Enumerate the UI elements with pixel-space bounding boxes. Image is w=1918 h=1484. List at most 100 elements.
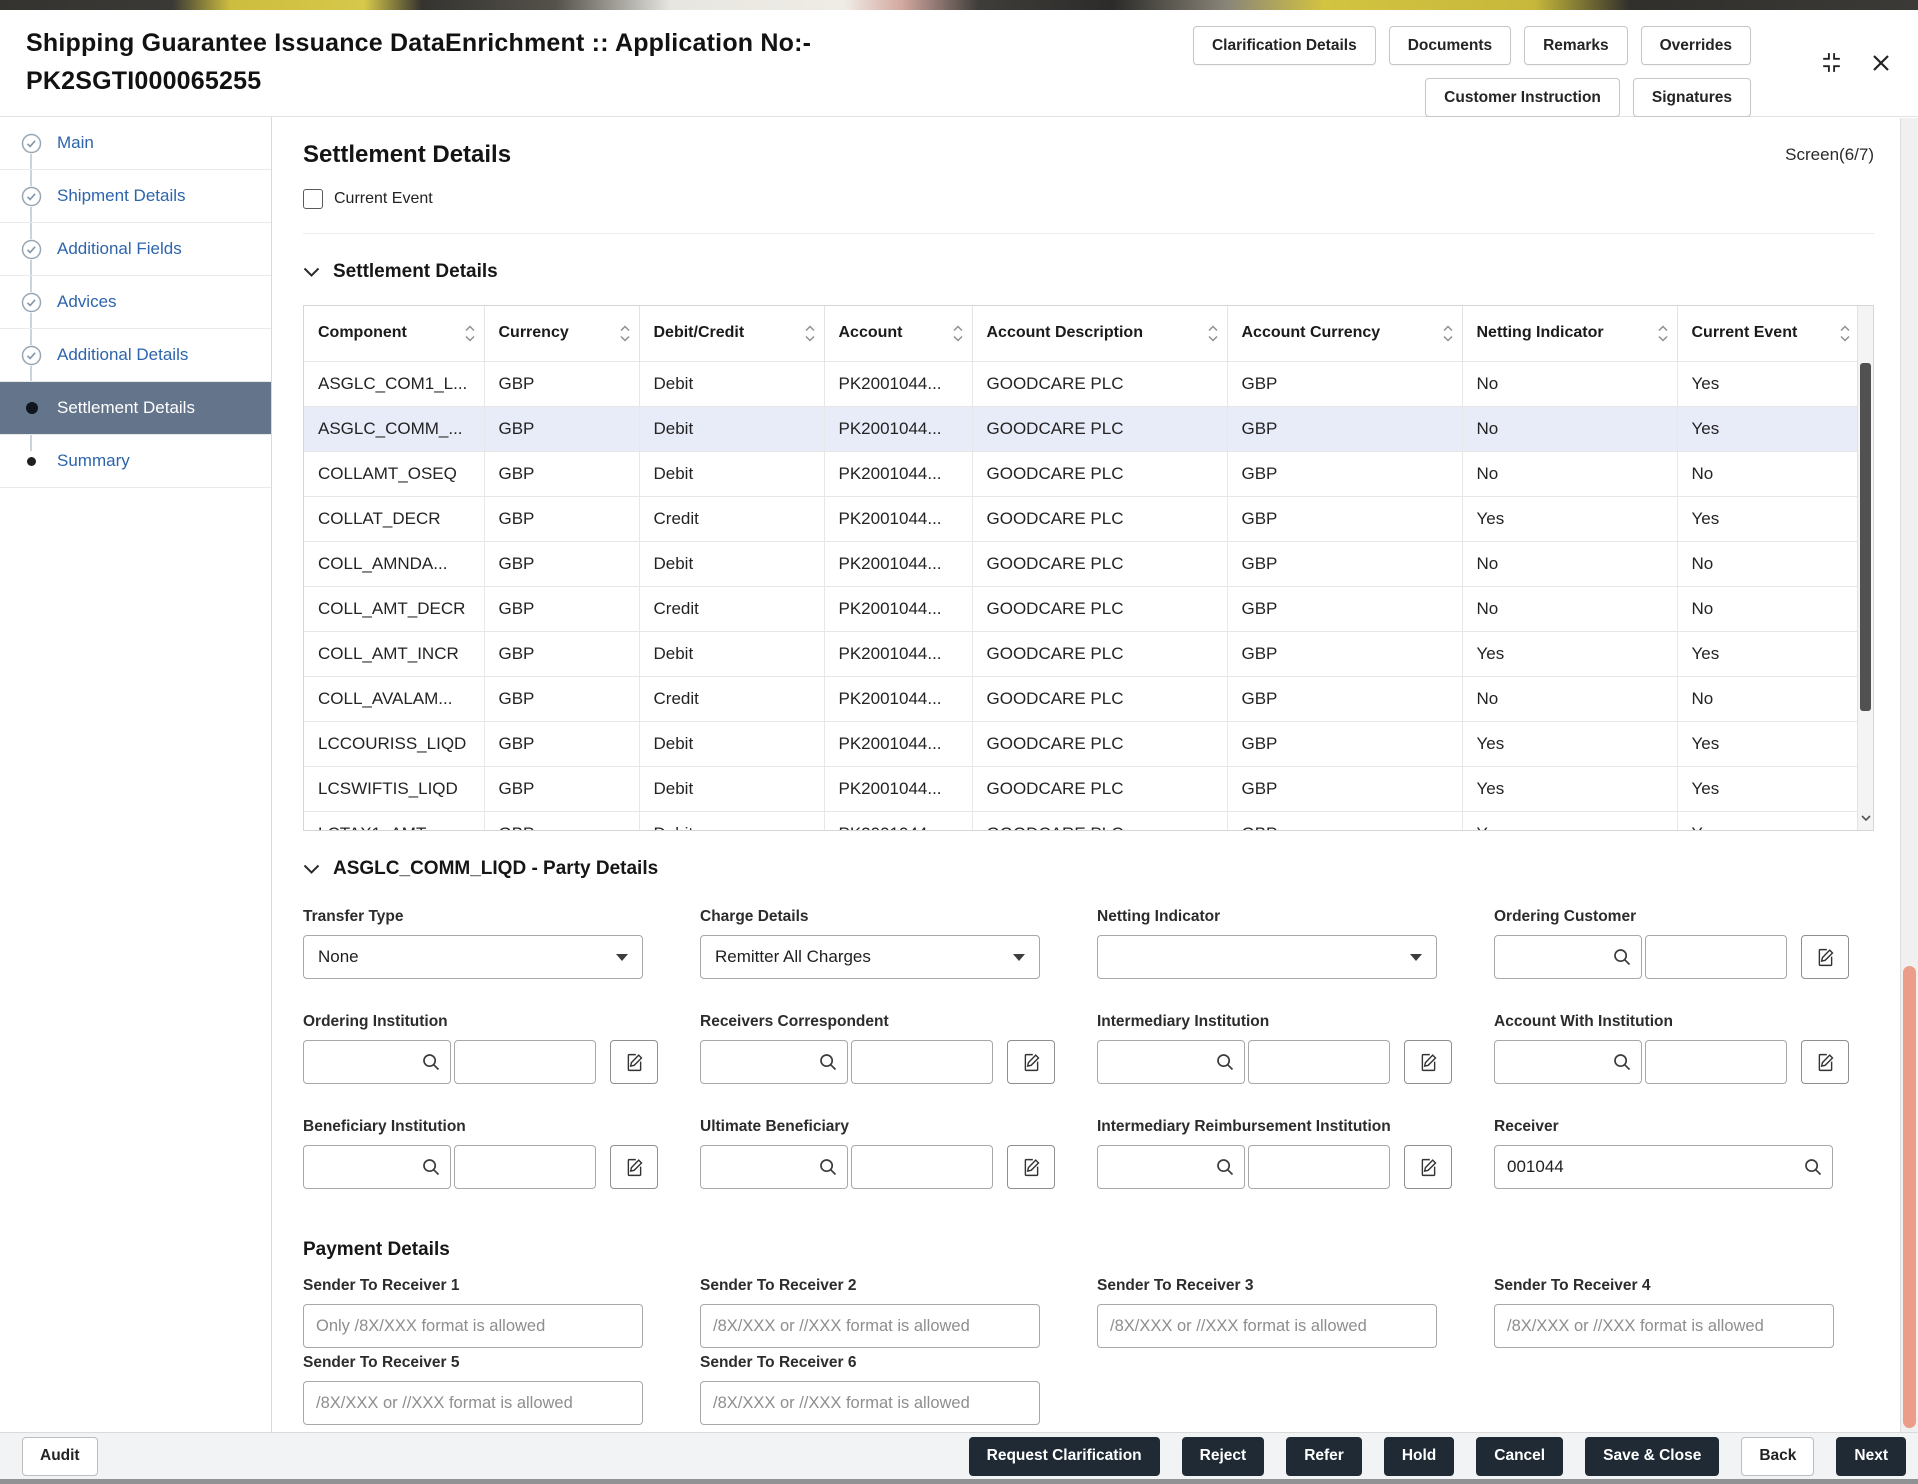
account-with-institution-code-input[interactable] bbox=[1494, 1040, 1642, 1084]
beneficiary-institution-details-button[interactable] bbox=[610, 1145, 658, 1189]
column-header-currency[interactable]: Currency bbox=[484, 306, 640, 361]
hold-button[interactable]: Hold bbox=[1383, 1436, 1455, 1476]
request-clarification-button[interactable]: Request Clarification bbox=[968, 1436, 1160, 1476]
sender-to-receiver-4-input[interactable] bbox=[1494, 1304, 1834, 1348]
table-row[interactable]: ASGLC_COM1_L... GBP Debit PK2001044... GOODC… bbox=[304, 360, 1859, 406]
refer-button[interactable]: Refer bbox=[1286, 1436, 1362, 1476]
collapse-window-icon[interactable] bbox=[1819, 50, 1844, 75]
sort-icon[interactable] bbox=[464, 324, 476, 343]
ultimate-beneficiary-details-button[interactable] bbox=[1007, 1145, 1055, 1189]
intermediary-reimbursement-name-input[interactable] bbox=[1248, 1145, 1390, 1189]
table-row[interactable]: LCTAX1_AMTGBPDebitPK2001044...GOODCARE P… bbox=[304, 810, 1859, 830]
intermediary-institution-details-button[interactable] bbox=[1404, 1040, 1452, 1084]
table-row[interactable]: COLL_AMNDA... GBP Debit PK2001044... GOODCAR… bbox=[304, 540, 1859, 586]
sidebar-item-advices[interactable]: Advices bbox=[0, 276, 271, 329]
sort-icon[interactable] bbox=[619, 324, 631, 343]
table-row[interactable]: COLLAMT_OSEQ GBP Debit PK2001044... GOODCARE… bbox=[304, 450, 1859, 496]
section-chevron-icon[interactable] bbox=[303, 267, 320, 278]
table-cell: GBP bbox=[1227, 360, 1463, 406]
column-header-account-currency[interactable]: Account Currency bbox=[1227, 306, 1463, 361]
step-check-icon bbox=[21, 344, 42, 366]
table-cell: LCTAX1_AMT bbox=[304, 810, 485, 830]
transfer-type-select[interactable]: None bbox=[303, 935, 643, 979]
page-scrollbar-thumb[interactable] bbox=[1903, 966, 1916, 1428]
save-close-button[interactable]: Save & Close bbox=[1585, 1436, 1720, 1476]
table-row[interactable]: LCCOURISS_LIQD GBP Debit PK2001044... GOODCA… bbox=[304, 720, 1859, 766]
documents-button[interactable]: Documents bbox=[1388, 26, 1512, 65]
sidebar-item-summary[interactable]: Summary bbox=[0, 435, 271, 488]
sidebar-item-shipment-details[interactable]: Shipment Details bbox=[0, 170, 271, 223]
receivers-correspondent-code-input[interactable] bbox=[700, 1040, 848, 1084]
ordering-customer-code-input[interactable] bbox=[1494, 935, 1642, 979]
netting-indicator-select[interactable] bbox=[1097, 935, 1437, 979]
sidebar-item-main[interactable]: Main bbox=[0, 117, 271, 170]
signatures-button[interactable]: Signatures bbox=[1632, 78, 1751, 117]
table-scrollbar-thumb[interactable] bbox=[1860, 363, 1871, 711]
charge-details-select[interactable]: Remitter All Charges bbox=[700, 935, 1040, 979]
customer-instruction-button[interactable]: Customer Instruction bbox=[1425, 78, 1620, 117]
table-row[interactable]: LCSWIFTIS_LIQD GBP Debit PK2001044... GOODCA… bbox=[304, 765, 1859, 811]
audit-button[interactable]: Audit bbox=[22, 1436, 98, 1476]
ordering-institution-name-input[interactable] bbox=[454, 1040, 596, 1084]
field-ultimate-beneficiary: Ultimate Beneficiary bbox=[700, 1118, 1055, 1189]
table-row[interactable]: COLL_AMT_INCR GBP Debit PK2001044... GOODCAR… bbox=[304, 630, 1859, 676]
receivers-correspondent-name-input[interactable] bbox=[851, 1040, 993, 1084]
sort-icon[interactable] bbox=[804, 324, 816, 343]
header-actions-row1: Clarification Details Documents Remarks … bbox=[1192, 26, 1751, 65]
column-header-component[interactable]: Component bbox=[304, 306, 485, 361]
beneficiary-institution-name-input[interactable] bbox=[454, 1145, 596, 1189]
intermediary-institution-code-input[interactable] bbox=[1097, 1040, 1245, 1084]
intermediary-reimbursement-code-input[interactable] bbox=[1097, 1145, 1245, 1189]
table-row[interactable]: COLL_AMT_DECR GBP Credit PK2001044... GOODCA… bbox=[304, 585, 1859, 631]
column-header-current-event[interactable]: Current Event bbox=[1677, 306, 1859, 361]
sidebar-item-additional-fields[interactable]: Additional Fields bbox=[0, 223, 271, 276]
back-button[interactable]: Back bbox=[1741, 1436, 1815, 1476]
column-header-debit-credit[interactable]: Debit/Credit bbox=[639, 306, 825, 361]
ordering-customer-name-input[interactable] bbox=[1645, 935, 1787, 979]
overrides-button[interactable]: Overrides bbox=[1640, 26, 1751, 65]
close-icon[interactable] bbox=[1870, 52, 1892, 74]
sort-icon[interactable] bbox=[952, 324, 964, 343]
ordering-institution-code-input[interactable] bbox=[303, 1040, 451, 1084]
table-row[interactable]: COLL_AVALAM... GBP Credit PK2001044... GOODC… bbox=[304, 675, 1859, 721]
scroll-down-arrow-icon[interactable] bbox=[1861, 809, 1871, 827]
sort-icon[interactable] bbox=[1442, 324, 1454, 343]
intermediary-institution-name-input[interactable] bbox=[1248, 1040, 1390, 1084]
section-chevron-icon[interactable] bbox=[303, 864, 320, 875]
ultimate-beneficiary-name-input[interactable] bbox=[851, 1145, 993, 1189]
sort-icon[interactable] bbox=[1657, 324, 1669, 343]
ordering-customer-details-button[interactable] bbox=[1801, 935, 1849, 979]
page-scrollbar[interactable] bbox=[1900, 118, 1918, 1432]
sidebar-item-settlement-details[interactable]: Settlement Details bbox=[0, 382, 271, 435]
table-scrollbar[interactable] bbox=[1857, 306, 1873, 830]
remarks-button[interactable]: Remarks bbox=[1524, 26, 1628, 65]
sender-to-receiver-3-input[interactable] bbox=[1097, 1304, 1437, 1348]
ordering-institution-details-button[interactable] bbox=[610, 1040, 658, 1084]
sort-icon[interactable] bbox=[1839, 324, 1851, 343]
intermediary-reimbursement-details-button[interactable] bbox=[1404, 1145, 1452, 1189]
sidebar-item-additional-details[interactable]: Additional Details bbox=[0, 329, 271, 382]
column-header-account[interactable]: Account bbox=[824, 306, 973, 361]
receiver-input[interactable] bbox=[1494, 1145, 1833, 1189]
sender-to-receiver-2-input[interactable] bbox=[700, 1304, 1040, 1348]
table-row-selected[interactable]: ASGLC_COMM_... GBP Debit PK2001044... GOODCA… bbox=[304, 405, 1859, 451]
sender-to-receiver-6-input[interactable] bbox=[700, 1381, 1040, 1425]
table-cell: No bbox=[1462, 585, 1678, 631]
reject-button[interactable]: Reject bbox=[1181, 1436, 1265, 1476]
beneficiary-institution-code-input[interactable] bbox=[303, 1145, 451, 1189]
column-header-netting-indicator[interactable]: Netting Indicator bbox=[1462, 306, 1678, 361]
next-button[interactable]: Next bbox=[1836, 1436, 1906, 1476]
cancel-button[interactable]: Cancel bbox=[1476, 1436, 1564, 1476]
table-row[interactable]: COLLAT_DECR GBP Credit PK2001044... GOODCARE… bbox=[304, 495, 1859, 541]
sort-icon[interactable] bbox=[1207, 324, 1219, 343]
edit-document-icon bbox=[1421, 1158, 1436, 1176]
sender-to-receiver-5-input[interactable] bbox=[303, 1381, 643, 1425]
current-event-checkbox[interactable] bbox=[303, 189, 323, 209]
account-with-institution-name-input[interactable] bbox=[1645, 1040, 1787, 1084]
sender-to-receiver-1-input[interactable] bbox=[303, 1304, 643, 1348]
column-header-account-description[interactable]: Account Description bbox=[972, 306, 1228, 361]
account-with-institution-details-button[interactable] bbox=[1801, 1040, 1849, 1084]
ultimate-beneficiary-code-input[interactable] bbox=[700, 1145, 848, 1189]
clarification-details-button[interactable]: Clarification Details bbox=[1192, 26, 1376, 65]
receivers-correspondent-details-button[interactable] bbox=[1007, 1040, 1055, 1084]
